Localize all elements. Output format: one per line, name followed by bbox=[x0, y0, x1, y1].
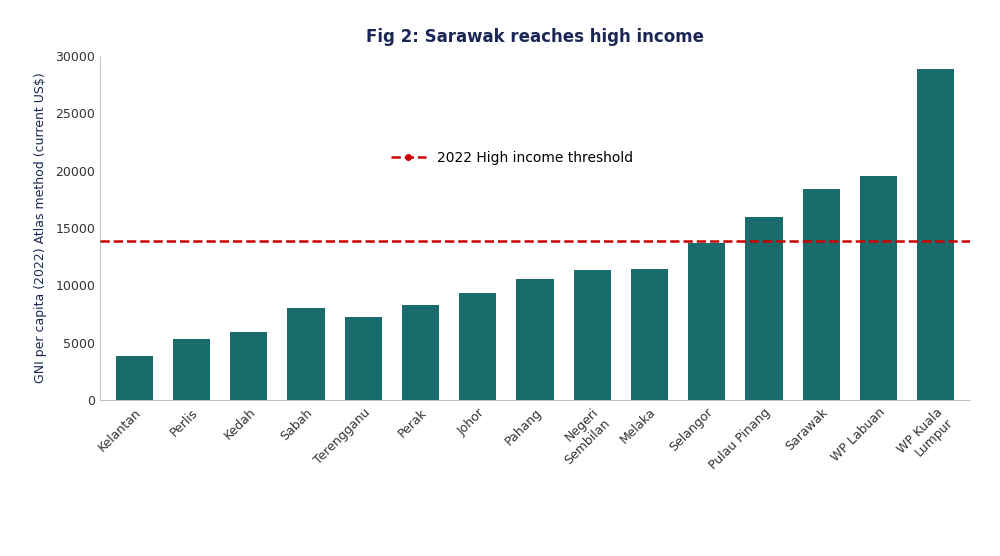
Bar bbox=[230, 332, 267, 400]
Bar bbox=[631, 269, 668, 400]
Bar bbox=[402, 305, 439, 400]
Y-axis label: GNI per capita (2022) Atlas method (current US$): GNI per capita (2022) Atlas method (curr… bbox=[34, 73, 47, 383]
Bar bbox=[574, 270, 611, 400]
Bar bbox=[803, 189, 840, 400]
Bar bbox=[345, 317, 382, 400]
Bar bbox=[688, 243, 725, 400]
Legend: 2022 High income threshold: 2022 High income threshold bbox=[385, 145, 638, 170]
Bar bbox=[459, 293, 496, 400]
Bar bbox=[116, 355, 153, 400]
Bar bbox=[516, 279, 554, 400]
Bar bbox=[860, 176, 897, 400]
Bar bbox=[287, 309, 325, 400]
Bar bbox=[173, 339, 210, 400]
Bar bbox=[917, 70, 954, 400]
Bar bbox=[745, 217, 783, 400]
Title: Fig 2: Sarawak reaches high income: Fig 2: Sarawak reaches high income bbox=[366, 28, 704, 46]
